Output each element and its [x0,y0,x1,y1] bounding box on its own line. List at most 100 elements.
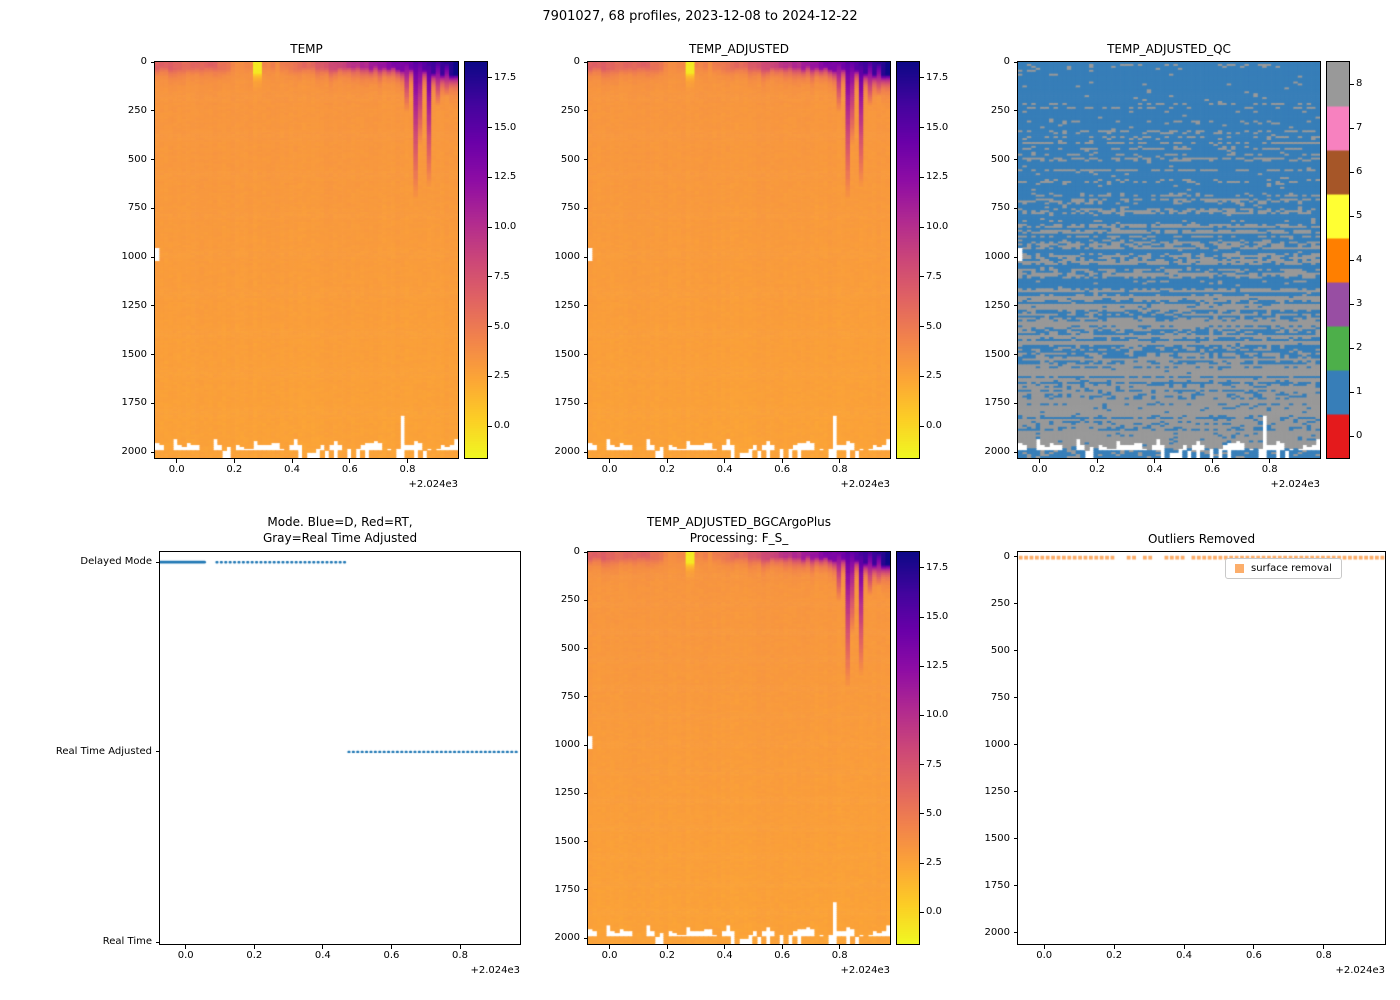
y-tick-mark [150,61,154,63]
y-tick-mark [583,61,587,63]
canvas-temp_adjusted_qc [1018,62,1320,458]
y-tick-label: Delayed Mode [80,556,152,568]
y-tick-mark [1013,305,1017,307]
x-tick-mark [1113,945,1115,949]
y-tick-label: 500 [560,153,580,165]
colorbar-tick-label: 6 [1356,166,1363,177]
colorbar-tick-mark [1350,83,1354,85]
x-tick-label: 0.0 [1031,464,1048,475]
x-axis-offset-label: +2.024e3 [470,965,520,976]
y-tick-mark [1013,603,1017,605]
colorbar-tick-label: 5.0 [494,320,510,332]
colorbar-tick-mark [488,276,492,278]
x-tick-label: 0.8 [452,950,468,961]
y-tick-label: 0 [140,56,147,67]
y-tick-mark [1013,885,1017,887]
x-tick-label: 0.4 [314,950,331,961]
y-tick-label: 1000 [984,738,1010,750]
y-tick-mark [583,937,587,939]
y-tick-label: Real Time Adjusted [55,745,152,757]
legend-surface-removal: surface removal [1225,558,1342,579]
y-tick-label: 1250 [554,299,580,311]
y-tick-mark [1013,354,1017,356]
y-tick-label: 1000 [554,251,580,263]
colorbar-tick-label: 5 [1356,210,1363,221]
colorbar-tick-mark [920,665,924,667]
colorbar-tick-mark [488,425,492,427]
y-tick-mark [1013,932,1017,934]
colorbar-tick-mark [920,567,924,569]
x-tick-label: 0.6 [774,950,791,961]
x-tick-label: 0.2 [659,950,676,961]
y-tick-label: 1750 [554,883,580,895]
y-tick-mark [583,110,587,112]
colorbar-tick-label: 2.5 [494,370,510,382]
canvas-mode [160,552,520,944]
y-tick-mark [150,402,154,404]
figure-suptitle: 7901027, 68 profiles, 2023-12-08 to 2024… [542,9,858,24]
colorbar-tick-mark [920,226,924,228]
y-tick-label: 1250 [984,299,1010,311]
y-tick-label: 250 [127,104,147,116]
canvas-outliers_removed [1018,552,1385,944]
x-tick-mark [609,459,611,463]
y-tick-label: 750 [990,691,1010,703]
plot-area-temp_adjusted_qc [1017,61,1321,459]
x-tick-label: 0.6 [341,464,358,475]
x-tick-mark [291,459,293,463]
y-tick-mark [583,451,587,453]
colorbar-tick-label: 17.5 [926,71,949,83]
y-tick-mark [150,354,154,356]
colorbar-tick-label: 8 [1356,78,1363,89]
colorbar-canvas-temp_adjusted_qc [1327,62,1349,458]
y-tick-mark [583,599,587,601]
x-tick-label: 0.0 [168,464,185,475]
x-tick-label: 0.0 [601,464,618,475]
colorbar-tick-mark [920,77,924,79]
plot-area-temp_adjusted_bgcargoplus [587,551,891,945]
colorbar-tick-mark [920,176,924,178]
colorbar-canvas-temp_adjusted_bgcargoplus [897,552,919,944]
y-tick-mark [583,792,587,794]
colorbar-temp_adjusted_qc [1326,61,1350,459]
y-tick-label: Real Time [102,936,152,948]
y-tick-label: 500 [560,642,580,654]
colorbar-tick-label: 12.5 [926,660,949,672]
x-tick-mark [781,945,783,949]
y-tick-mark [583,889,587,891]
y-tick-mark [583,207,587,209]
y-tick-label: 1000 [121,251,147,263]
subplot-title-temp_adjusted_qc: TEMP_ADJUSTED_QC [1107,42,1231,56]
x-axis-offset-label: +2.024e3 [840,965,890,976]
y-tick-label: 250 [560,594,580,606]
canvas-temp_adjusted [588,62,890,458]
colorbar-tick-mark [488,127,492,129]
x-tick-mark [253,945,255,949]
colorbar-canvas-temp [465,62,487,458]
y-tick-mark [155,751,159,753]
x-tick-mark [609,945,611,949]
x-tick-mark [1043,945,1045,949]
colorbar-tick-mark [1350,127,1354,129]
y-tick-mark [583,305,587,307]
colorbar-temp [464,61,488,459]
y-tick-label: 1250 [984,785,1010,797]
y-tick-mark [1013,556,1017,558]
y-tick-mark [1013,207,1017,209]
y-tick-label: 1750 [554,397,580,409]
x-axis-offset-label: +2.024e3 [1270,479,1320,490]
x-tick-mark [185,945,187,949]
x-tick-mark [349,459,351,463]
y-tick-label: 0 [573,56,580,67]
colorbar-tick-label: 3 [1356,298,1363,309]
x-tick-label: 0.0 [1036,950,1053,961]
y-tick-mark [1013,838,1017,840]
colorbar-tick-mark [1350,259,1354,261]
legend-marker-icon [1235,564,1244,573]
y-tick-mark [1013,791,1017,793]
x-tick-label: 0.4 [716,950,733,961]
colorbar-tick-mark [920,276,924,278]
colorbar-tick-mark [920,764,924,766]
x-axis-offset-label: +2.024e3 [1335,965,1385,976]
